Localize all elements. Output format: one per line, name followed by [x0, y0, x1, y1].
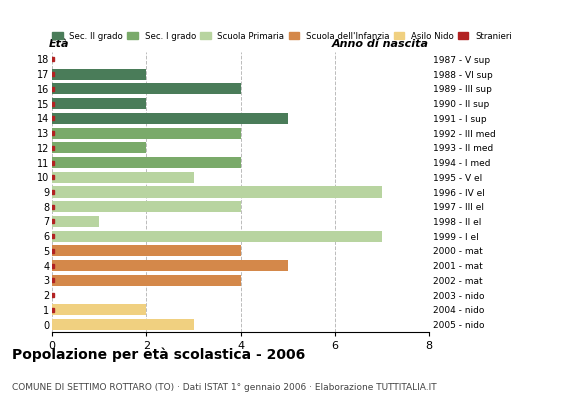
Legend: Sec. II grado, Sec. I grado, Scuola Primaria, Scuola dell'Infanzia, Asilo Nido, : Sec. II grado, Sec. I grado, Scuola Prim…	[52, 32, 512, 41]
Bar	[52, 246, 241, 256]
Bar	[52, 157, 241, 168]
Bar	[52, 304, 146, 316]
Bar	[52, 83, 241, 94]
Bar	[52, 319, 194, 330]
Bar	[52, 113, 288, 124]
Text: Anno di nascita: Anno di nascita	[332, 39, 429, 49]
Text: COMUNE DI SETTIMO ROTTARO (TO) · Dati ISTAT 1° gennaio 2006 · Elaborazione TUTTI: COMUNE DI SETTIMO ROTTARO (TO) · Dati IS…	[12, 383, 436, 392]
Bar	[52, 260, 288, 271]
Bar	[52, 275, 241, 286]
Bar	[52, 216, 99, 227]
Bar	[52, 201, 241, 212]
Bar	[52, 186, 382, 198]
Bar	[52, 68, 146, 80]
Bar	[52, 128, 241, 138]
Bar	[52, 231, 382, 242]
Text: Popolazione per età scolastica - 2006: Popolazione per età scolastica - 2006	[12, 348, 305, 362]
Bar	[52, 142, 146, 153]
Text: Età: Età	[48, 39, 69, 49]
Bar	[52, 98, 146, 109]
Bar	[52, 172, 194, 183]
